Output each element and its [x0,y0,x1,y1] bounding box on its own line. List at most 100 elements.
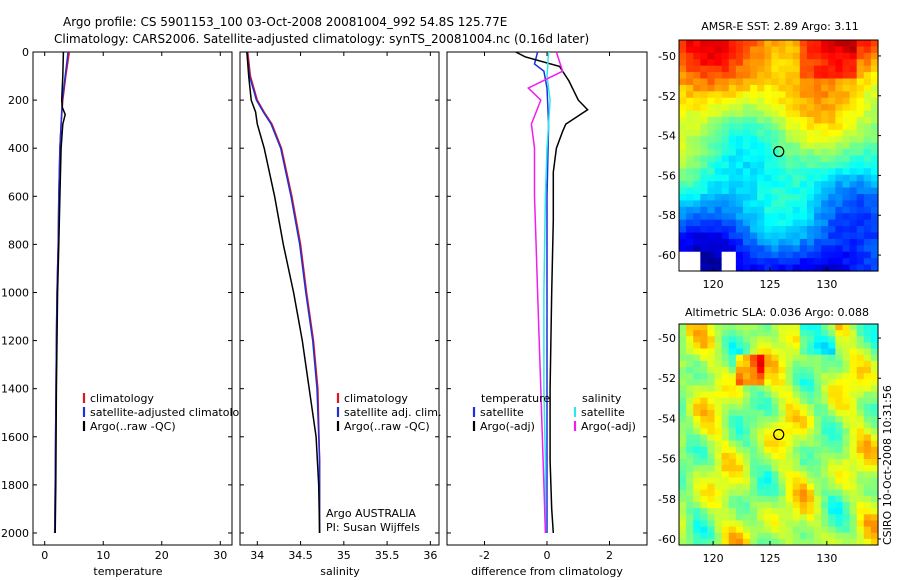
map-cell [835,495,844,503]
map-cell [842,149,851,157]
legend-salinity-argo-label: Argo(-adj) [581,420,636,433]
map-cell [721,391,730,399]
map-cell [849,330,858,337]
map-cell [856,489,865,497]
map-cell [785,526,794,534]
map-cell [721,403,730,411]
map-cell [771,366,780,374]
map-cell [750,104,758,112]
map-cell [686,373,694,380]
map-cell [714,452,723,460]
map-cell [870,416,879,423]
map-cell [856,213,865,221]
map-cell [806,483,815,491]
map-cell [728,385,737,393]
map-xtick-label: 120 [703,552,724,565]
map-cell [742,40,751,48]
map-cell [806,251,815,259]
map-cell [785,181,794,189]
map-cell [679,78,687,86]
map-cell [771,142,780,150]
map-cell [679,459,687,466]
map-cell [707,200,716,208]
map-cell [778,440,787,448]
map-cell [686,161,694,169]
map-cell [856,78,865,86]
map-cell [679,168,687,176]
map-cell [714,181,723,189]
map-cell [764,354,772,362]
map-cell [792,264,801,272]
map-cell [707,354,716,362]
map-cell [679,416,687,423]
map-cell [842,385,851,393]
map-cell [742,72,751,80]
map-cell [863,174,872,182]
map-cell [806,65,815,73]
map-cell [856,440,865,448]
map-cell [806,538,815,546]
map-cell [757,360,765,368]
map-cell [693,477,701,485]
map-cell [856,168,865,176]
map-cell [778,245,787,253]
map-cell [693,483,701,491]
map-cell [814,181,822,189]
map-cell [728,348,737,356]
map-cell [771,409,780,417]
map-cell [771,373,780,380]
map-cell [842,251,851,259]
map-cell [799,495,808,503]
map-cell [735,526,744,534]
map-cell [842,459,851,466]
map-cell [792,238,801,246]
map-cell [792,342,801,350]
map-cell [771,161,780,169]
map-cell [721,336,730,344]
map-cell [792,471,801,479]
map-cell [686,446,694,454]
map-cell [821,366,829,374]
map-cell [735,422,744,429]
map-cell [764,422,772,429]
map-cell [679,373,687,380]
map-cell [856,59,865,67]
xtick-label: 20 [155,549,169,562]
map-cell [828,46,836,54]
map-cell [842,206,851,214]
map-cell [814,104,822,112]
map-cell [686,194,694,202]
salinity-series [246,51,321,534]
map-cell [742,538,751,546]
map-cell [785,379,794,386]
map-cell [842,200,851,208]
map-cell [771,97,780,105]
map-cell [842,483,851,491]
map-cell [721,508,730,515]
map-cell [806,342,815,350]
map-cell [863,213,872,221]
map-ytick-label: -54 [658,412,676,425]
map-cell [721,91,730,99]
map-cell [799,142,808,150]
map-cell [707,452,716,460]
map-cell [686,502,694,509]
map-cell [707,84,716,92]
map-cell [693,379,701,386]
map-cell [799,508,808,515]
map-cell [806,40,815,48]
map-cell [814,397,822,405]
map-cell [707,342,716,350]
map-cell [750,354,758,362]
map-cell [735,360,744,368]
map-ytick-label: -50 [658,50,676,63]
map-cell [764,428,772,436]
map-cell [828,416,836,423]
map-cell [863,142,872,150]
map-cell [778,264,787,272]
map-cell [742,59,751,67]
map-cell [792,452,801,460]
map-ytick-label: -60 [658,533,676,546]
map-cell [842,238,851,246]
map-ytick-label: -60 [658,249,676,262]
